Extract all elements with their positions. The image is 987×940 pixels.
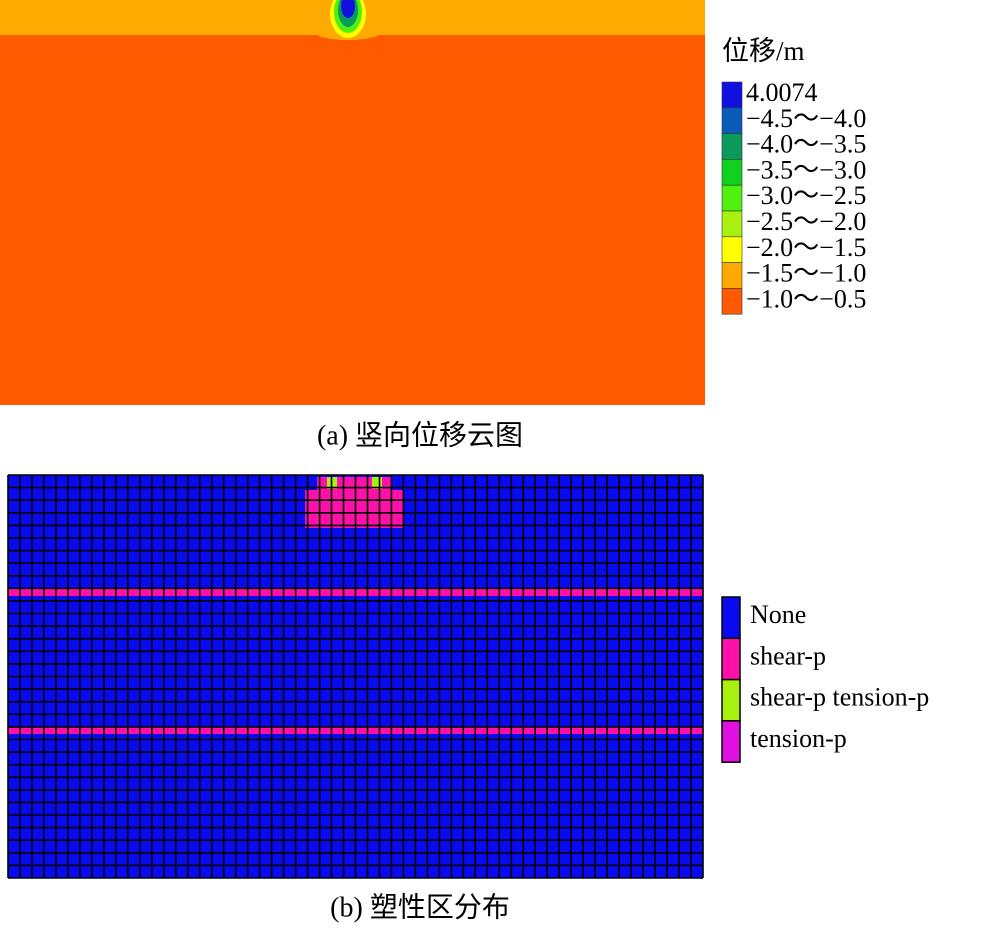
legend-swatch [721,210,743,238]
legend-swatch [721,133,743,160]
legend-swatch [721,596,741,640]
legend-label: 4.0074 [746,78,818,107]
legend-swatch [721,288,743,315]
legend-label: −1.5～−1.0 [746,259,866,288]
displacement-field [0,0,705,405]
legend-label: −2.5～−2.0 [746,207,866,236]
caption: (b) 塑性区分布 [330,891,510,923]
legend-swatch [721,81,743,109]
settlement-zone [341,0,355,18]
legend-swatch [721,159,743,186]
legend-swatch [721,720,741,763]
mesh-lines [7,474,704,879]
legend-swatch [721,107,743,134]
plastic-zone [305,490,403,528]
legend-label: −1.0～−0.5 [746,284,866,313]
legend-label: −4.5～−4.0 [746,104,866,133]
legend-swatch [721,262,743,289]
legend-label: shear-p tension-p [750,683,929,712]
legend-swatch [721,184,743,212]
legend-swatch [721,637,741,681]
legend-label: −3.5～−3.0 [746,155,866,184]
legend-label: −4.0～−3.5 [746,130,866,159]
legend-label: −3.0～−2.5 [746,181,866,210]
legend-swatch [721,236,743,263]
legend-label: tension-p [750,724,847,753]
plastic-zone [372,477,382,489]
legend-swatch [721,678,741,722]
legend-label: None [750,600,806,629]
legend-label: −2.0～−1.5 [746,233,866,262]
legend-title: 位移/m [722,36,805,66]
legend-label: shear-p [750,641,826,670]
caption: (a) 竖向位移云图 [317,419,523,451]
